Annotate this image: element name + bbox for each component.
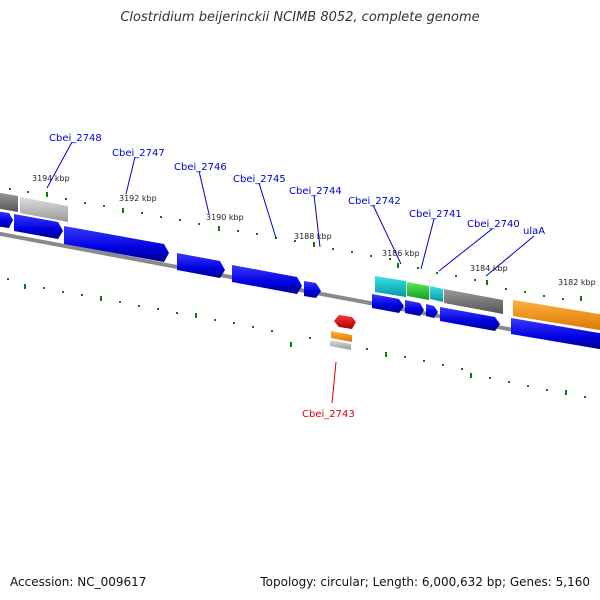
gene-cbei-2743[interactable]	[334, 315, 356, 329]
gene-cbei-2745[interactable]	[232, 265, 302, 294]
gene-label-cbei-2747[interactable]: Cbei_2747	[112, 148, 165, 159]
gene-cbei-2740-gray[interactable]	[444, 289, 503, 314]
gene-cbei-2740[interactable]	[440, 307, 500, 331]
gene-label-cbei-2743[interactable]: Cbei_2743	[302, 409, 355, 420]
gene-cbei-2746[interactable]	[177, 253, 225, 278]
page-title: Clostridium beijerinckii NCIMB 8052, com…	[120, 10, 480, 25]
gene-label-cbei-2741[interactable]: Cbei_2741	[409, 209, 462, 220]
tick-label: 3190 kbp	[206, 213, 244, 222]
gene-cbei-2744[interactable]	[304, 281, 321, 298]
accession-text: Accession: NC_009617	[10, 575, 147, 589]
gene-label-cbei-2740[interactable]: Cbei_2740	[467, 219, 520, 230]
lower-tick-track	[7, 278, 586, 398]
gene-reverse-orange[interactable]	[331, 331, 352, 342]
gene-label-cbei-2748[interactable]: Cbei_2748	[49, 133, 102, 144]
gene-forward-1[interactable]	[0, 211, 13, 228]
topology-text: Topology: circular; Length: 6,000,632 bp…	[260, 575, 590, 589]
gene-light-gray[interactable]	[20, 197, 68, 222]
gene-ulaA-orange[interactable]	[513, 300, 600, 331]
gene-reverse-light-gray[interactable]	[330, 340, 351, 350]
gene-forward-small-2[interactable]	[405, 300, 424, 316]
gene-label-cbei-2744[interactable]: Cbei_2744	[289, 186, 342, 197]
gene-forward-small-1[interactable]	[372, 294, 404, 313]
gene-cbei-2742-cyan[interactable]	[375, 276, 406, 297]
tick-label: 3184 kbp	[470, 264, 508, 273]
gene-cbei-2741-cyan[interactable]	[430, 286, 443, 302]
gene-cbei-2747[interactable]	[64, 226, 169, 262]
gene-gray-left[interactable]	[0, 192, 18, 212]
gene-label-ulaA[interactable]: ulaA	[523, 226, 545, 237]
gene-label-cbei-2742[interactable]: Cbei_2742	[348, 196, 401, 207]
gene-cbei-2741-green[interactable]	[407, 282, 429, 300]
gene-ulaA[interactable]	[511, 318, 600, 350]
gene-label-cbei-2746[interactable]: Cbei_2746	[174, 162, 227, 173]
tick-label: 3186 kbp	[382, 249, 420, 258]
tick-label: 3182 kbp	[558, 278, 596, 287]
tick-label: 3194 kbp	[32, 174, 70, 183]
genome-backbone	[0, 231, 600, 349]
tick-label: 3188 kbp	[294, 232, 332, 241]
label-leaders	[46, 141, 535, 404]
gene-label-cbei-2745[interactable]: Cbei_2745	[233, 174, 286, 185]
gene-forward-small-3[interactable]	[426, 304, 438, 318]
tick-label: 3192 kbp	[119, 194, 157, 203]
gene-cbei-2748[interactable]	[14, 214, 63, 239]
upper-tick-track	[9, 188, 582, 301]
